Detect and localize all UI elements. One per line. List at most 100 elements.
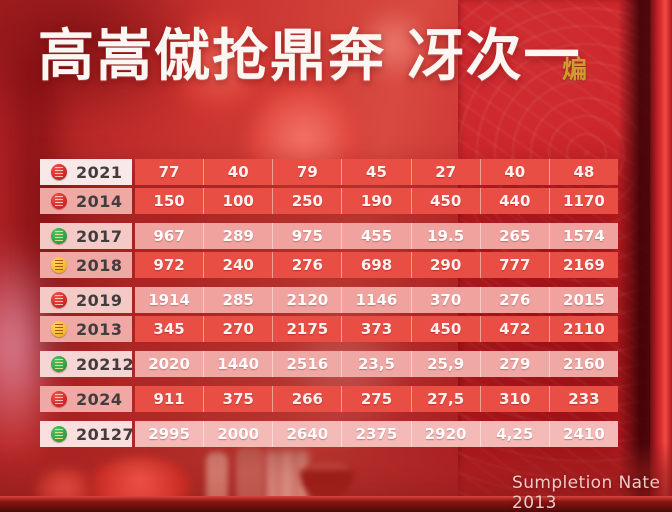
gold-seal-character: 煸 — [562, 55, 588, 84]
table-cell: 150 — [153, 192, 185, 210]
row-values: 1914 285 2120 1146 370 276 2015 — [135, 287, 618, 313]
table-cell: 911 — [153, 390, 185, 408]
table-cell: 777 — [479, 252, 549, 278]
table-cell: 345 — [153, 320, 185, 338]
table-cell: 1914 — [148, 291, 190, 309]
table-row: 2018 972 240 276 698 290 777 2169 — [40, 252, 618, 278]
year-data-table: 2021 77 40 79 45 27 40 48 2014 150 100 2… — [40, 159, 618, 447]
table-cell: 2375 — [341, 421, 410, 447]
table-cell: 2640 — [272, 421, 341, 447]
table-cell: 250 — [272, 188, 341, 214]
year-badge-icon — [51, 257, 67, 273]
table-cell: 100 — [203, 188, 272, 214]
table-cell: 2020 — [148, 355, 190, 373]
table-cell: 25,9 — [410, 351, 480, 377]
panel-shadow-band — [618, 0, 654, 512]
table-cell: 40 — [479, 159, 549, 185]
table-cell: 1440 — [203, 351, 272, 377]
table-cell: 2516 — [272, 351, 341, 377]
table-cell: 79 — [272, 159, 341, 185]
watermark-caption: Sumpletion Nate 2013 — [512, 473, 661, 512]
table-cell: 19.5 — [410, 223, 480, 249]
table-cell: 450 — [410, 188, 480, 214]
table-cell: 2995 — [148, 425, 190, 443]
table-cell: 375 — [203, 386, 272, 412]
table-cell: 4,25 — [479, 421, 549, 447]
row-values: 2020 1440 2516 23,5 25,9 279 2160 — [135, 351, 618, 377]
year-badge-icon — [51, 426, 67, 442]
year-badge-icon — [51, 391, 67, 407]
table-cell: 2410 — [548, 421, 618, 447]
row-header-cell: 2018 — [40, 252, 132, 278]
row-header-cell: 20127 — [40, 421, 135, 447]
table-cell: 698 — [341, 252, 410, 278]
row-values: 911 375 266 275 27,5 310 233 — [135, 386, 618, 412]
table-cell: 2920 — [410, 421, 480, 447]
year-label: 2017 — [76, 226, 123, 246]
table-cell: 27 — [410, 159, 480, 185]
table-cell: 472 — [479, 316, 549, 342]
row-header-cell: 202128 — [40, 351, 145, 377]
year-badge-icon — [51, 228, 67, 244]
table-cell: 265 — [479, 223, 549, 249]
year-label: 2024 — [76, 389, 123, 409]
table-cell: 967 — [153, 227, 185, 245]
table-cell: 266 — [272, 386, 341, 412]
row-values: 345 270 2175 373 450 472 2110 — [135, 316, 618, 342]
table-cell: 276 — [479, 287, 549, 313]
table-cell: 972 — [153, 256, 185, 274]
poster-title: 高嵩僦抢鼎奔 冴次一 — [38, 24, 582, 89]
year-label: 2021 — [76, 162, 123, 182]
row-header-cell: 2017 — [40, 223, 132, 249]
year-label: 20127 — [76, 424, 135, 444]
table-cell: 48 — [548, 159, 618, 185]
table-cell: 370 — [410, 287, 480, 313]
table-cell: 45 — [341, 159, 410, 185]
year-label: 2018 — [76, 255, 123, 275]
year-badge-icon — [51, 321, 67, 337]
year-badge-icon — [51, 356, 67, 372]
table-row: 2024 911 375 266 275 27,5 310 233 — [40, 386, 618, 412]
year-label: 2019 — [76, 290, 123, 310]
table-cell: 373 — [341, 316, 410, 342]
row-values: 150 100 250 190 450 440 1170 — [135, 188, 618, 214]
panel-edge-strip — [650, 0, 672, 512]
year-label: 2014 — [76, 191, 123, 211]
table-cell: 2175 — [272, 316, 341, 342]
table-cell: 285 — [203, 287, 272, 313]
table-cell: 2000 — [203, 421, 272, 447]
row-values: 2995 2000 2640 2375 2920 4,25 2410 — [135, 421, 618, 447]
year-badge-icon — [51, 193, 67, 209]
table-cell: 1146 — [341, 287, 410, 313]
table-cell: 2110 — [548, 316, 618, 342]
table-cell: 975 — [272, 223, 341, 249]
table-row: 2017 967 289 975 455 19.5 265 1574 — [40, 223, 618, 249]
year-badge-icon — [51, 292, 67, 308]
table-row: 202128 2020 1440 2516 23,5 25,9 279 2160 — [40, 351, 618, 377]
table-cell: 240 — [203, 252, 272, 278]
table-cell: 289 — [203, 223, 272, 249]
table-cell: 279 — [479, 351, 549, 377]
table-row: 2021 77 40 79 45 27 40 48 — [40, 159, 618, 185]
table-row: 2013 345 270 2175 373 450 472 2110 — [40, 316, 618, 342]
table-cell: 276 — [272, 252, 341, 278]
row-values: 972 240 276 698 290 777 2169 — [135, 252, 618, 278]
table-cell: 310 — [479, 386, 549, 412]
row-header-cell: 2024 — [40, 386, 132, 412]
row-values: 967 289 975 455 19.5 265 1574 — [135, 223, 618, 249]
row-header-cell: 2014 — [40, 188, 132, 214]
row-values: 77 40 79 45 27 40 48 — [135, 159, 618, 185]
table-cell: 1170 — [548, 188, 618, 214]
table-cell: 77 — [158, 163, 180, 181]
row-header-cell: 2019 — [40, 287, 132, 313]
table-cell: 450 — [410, 316, 480, 342]
table-cell: 2120 — [272, 287, 341, 313]
year-label: 202128 — [76, 354, 146, 374]
table-cell: 40 — [203, 159, 272, 185]
table-cell: 2169 — [548, 252, 618, 278]
table-cell: 440 — [479, 188, 549, 214]
table-cell: 270 — [203, 316, 272, 342]
table-cell: 233 — [548, 386, 618, 412]
table-cell: 2160 — [548, 351, 618, 377]
table-cell: 23,5 — [341, 351, 410, 377]
